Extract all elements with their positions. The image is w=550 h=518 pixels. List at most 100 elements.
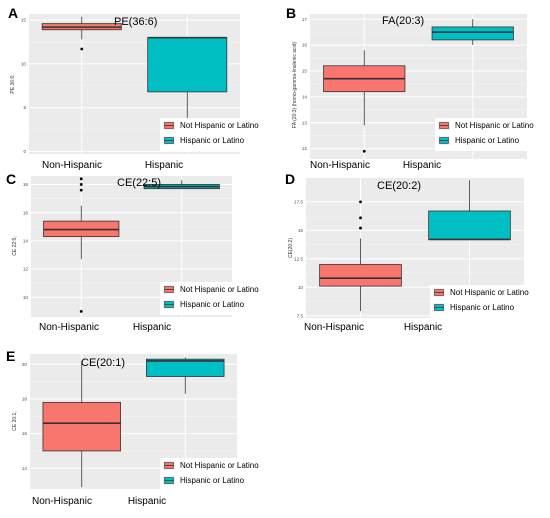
- x-tick-label: Non-Hispanic: [304, 322, 364, 333]
- panel-title: PE(36:6): [114, 16, 157, 28]
- box-hispanic: [431, 19, 514, 46]
- y-tick-label: 14: [23, 238, 29, 243]
- box-hispanic: [428, 180, 511, 241]
- legend-label: Not Hispanic or Latino: [180, 461, 259, 470]
- x-tick-label: Hispanic: [403, 160, 441, 171]
- box-iqr: [42, 402, 121, 452]
- y-tick-label: 16: [302, 43, 308, 48]
- legend-background: [160, 282, 272, 315]
- x-tick-label: Hispanic: [404, 322, 442, 333]
- legend-background: [430, 285, 542, 318]
- legend: Not Hispanic or Latino Hispanic or Latino: [435, 118, 547, 151]
- y-tick-label: 12.5: [294, 256, 303, 261]
- box-iqr: [147, 37, 228, 93]
- y-tick-label: 14: [302, 94, 308, 99]
- legend-label: Hispanic or Latino: [450, 303, 515, 312]
- box-iqr: [428, 210, 511, 240]
- outlier-point: [79, 183, 83, 186]
- legend-label: Hispanic or Latino: [180, 300, 245, 309]
- box-iqr: [431, 26, 514, 41]
- legend-label: Hispanic or Latino: [455, 136, 520, 145]
- y-tick-label: 10: [298, 285, 304, 290]
- x-tick-label: Hispanic: [128, 496, 166, 507]
- panel-letter: A: [8, 5, 18, 21]
- legend-label: Not Hispanic or Latino: [455, 121, 534, 130]
- y-tick-label: 13: [302, 120, 308, 125]
- x-tick-label: Non-Hispanic: [310, 160, 370, 171]
- box-iqr: [319, 264, 402, 287]
- panel-a: 0 5 10 15 PE 36:6; Non-Hispanic Hispanic A PE(36…: [8, 5, 272, 171]
- panel-b: 12 13 14 15 16 17 FA (20:3) (homo-gamma-linole…: [286, 5, 547, 171]
- y-axis-label: PE 36:6;: [10, 74, 16, 93]
- y-tick-label: 15: [302, 69, 308, 74]
- box-not-hispanic: [41, 16, 122, 51]
- x-tick-label: Hispanic: [145, 160, 183, 171]
- x-tick-label: Hispanic: [133, 322, 171, 333]
- panel-c: 10 12 14 16 18 CE 22:5; Non-Hispanic Hispanic C C…: [6, 171, 272, 333]
- panel-title: CE(20:1): [81, 357, 125, 369]
- y-tick-label: 18: [23, 182, 29, 187]
- y-axis-label: CE 20:1;: [12, 411, 18, 430]
- outlier-point: [359, 226, 362, 230]
- legend: Not Hispanic or Latino Hispanic or Latino: [430, 285, 542, 318]
- panel-letter: D: [285, 171, 295, 187]
- y-tick-label: 10: [23, 295, 29, 300]
- x-tick-label: Non-Hispanic: [32, 496, 92, 507]
- x-tick-label: Non-Hispanic: [39, 322, 99, 333]
- box-not-hispanic: [43, 177, 120, 313]
- y-tick-label: 10: [21, 61, 27, 66]
- legend: Not Hispanic or Latino Hispanic or Latino: [160, 118, 272, 151]
- legend-label: Hispanic or Latino: [180, 136, 245, 145]
- outlier-point: [79, 188, 83, 192]
- panel-title: CE(20:2): [377, 180, 421, 192]
- panel-letter: E: [6, 348, 15, 364]
- y-tick-label: 7.5: [297, 313, 304, 318]
- y-tick-label: 12: [23, 267, 29, 272]
- legend: Not Hispanic or Latino Hispanic or Latino: [160, 282, 272, 315]
- outlier-point: [359, 216, 362, 220]
- legend-background: [160, 458, 272, 491]
- box-hispanic: [143, 180, 220, 190]
- outlier-point: [359, 200, 362, 204]
- box-hispanic: [147, 36, 228, 147]
- y-tick-label: 18: [22, 397, 28, 402]
- box-not-hispanic: [42, 360, 121, 488]
- box-not-hispanic: [323, 50, 406, 153]
- y-tick-label: 0: [23, 149, 26, 154]
- y-tick-label: 17.5: [294, 200, 303, 205]
- box-hispanic: [146, 357, 225, 394]
- y-tick-label: 16: [23, 210, 29, 215]
- legend-label: Hispanic or Latino: [180, 476, 245, 485]
- y-tick-label: 17: [302, 17, 308, 22]
- legend: Not Hispanic or Latino Hispanic or Latino: [160, 458, 272, 491]
- legend-background: [160, 118, 272, 151]
- panel-d: 7.5 10 12.5 15 17.5 CE(20:2) Non-Hispanic Hispa…: [285, 171, 542, 333]
- legend-label: Not Hispanic or Latino: [180, 285, 259, 294]
- y-tick-label: 5: [23, 105, 26, 110]
- y-tick-label: 14: [22, 466, 28, 471]
- y-axis-label: CE(20:2): [288, 238, 294, 258]
- y-tick-label: 20: [22, 362, 28, 367]
- panel-e: 14 16 18 20 CE 20:1; Non-Hispanic Hispanic E CE(…: [6, 348, 272, 507]
- panel-title: FA(20:3): [382, 15, 424, 27]
- box-iqr: [146, 358, 225, 377]
- panel-title: CE(22:5): [117, 177, 161, 189]
- panel-letter: C: [6, 171, 16, 187]
- outlier-point: [80, 47, 84, 51]
- legend-background: [435, 118, 547, 151]
- outlier-point: [79, 177, 83, 181]
- panel-letter: B: [286, 5, 296, 21]
- y-tick-label: 15: [21, 18, 27, 23]
- legend-label: Not Hispanic or Latino: [180, 121, 259, 130]
- x-tick-label: Non-Hispanic: [42, 160, 102, 171]
- y-axis-label: CE 22:5;: [12, 236, 18, 255]
- y-tick-label: 15: [298, 228, 304, 233]
- y-axis-label: FA (20:3) (homo-gamma-linolenic acid): [292, 42, 298, 128]
- outlier-point: [362, 149, 366, 153]
- box-not-hispanic: [319, 200, 402, 312]
- legend-label: Not Hispanic or Latino: [450, 288, 529, 297]
- outlier-point: [79, 309, 83, 313]
- y-tick-label: 16: [22, 431, 28, 436]
- y-tick-label: 12: [302, 146, 308, 151]
